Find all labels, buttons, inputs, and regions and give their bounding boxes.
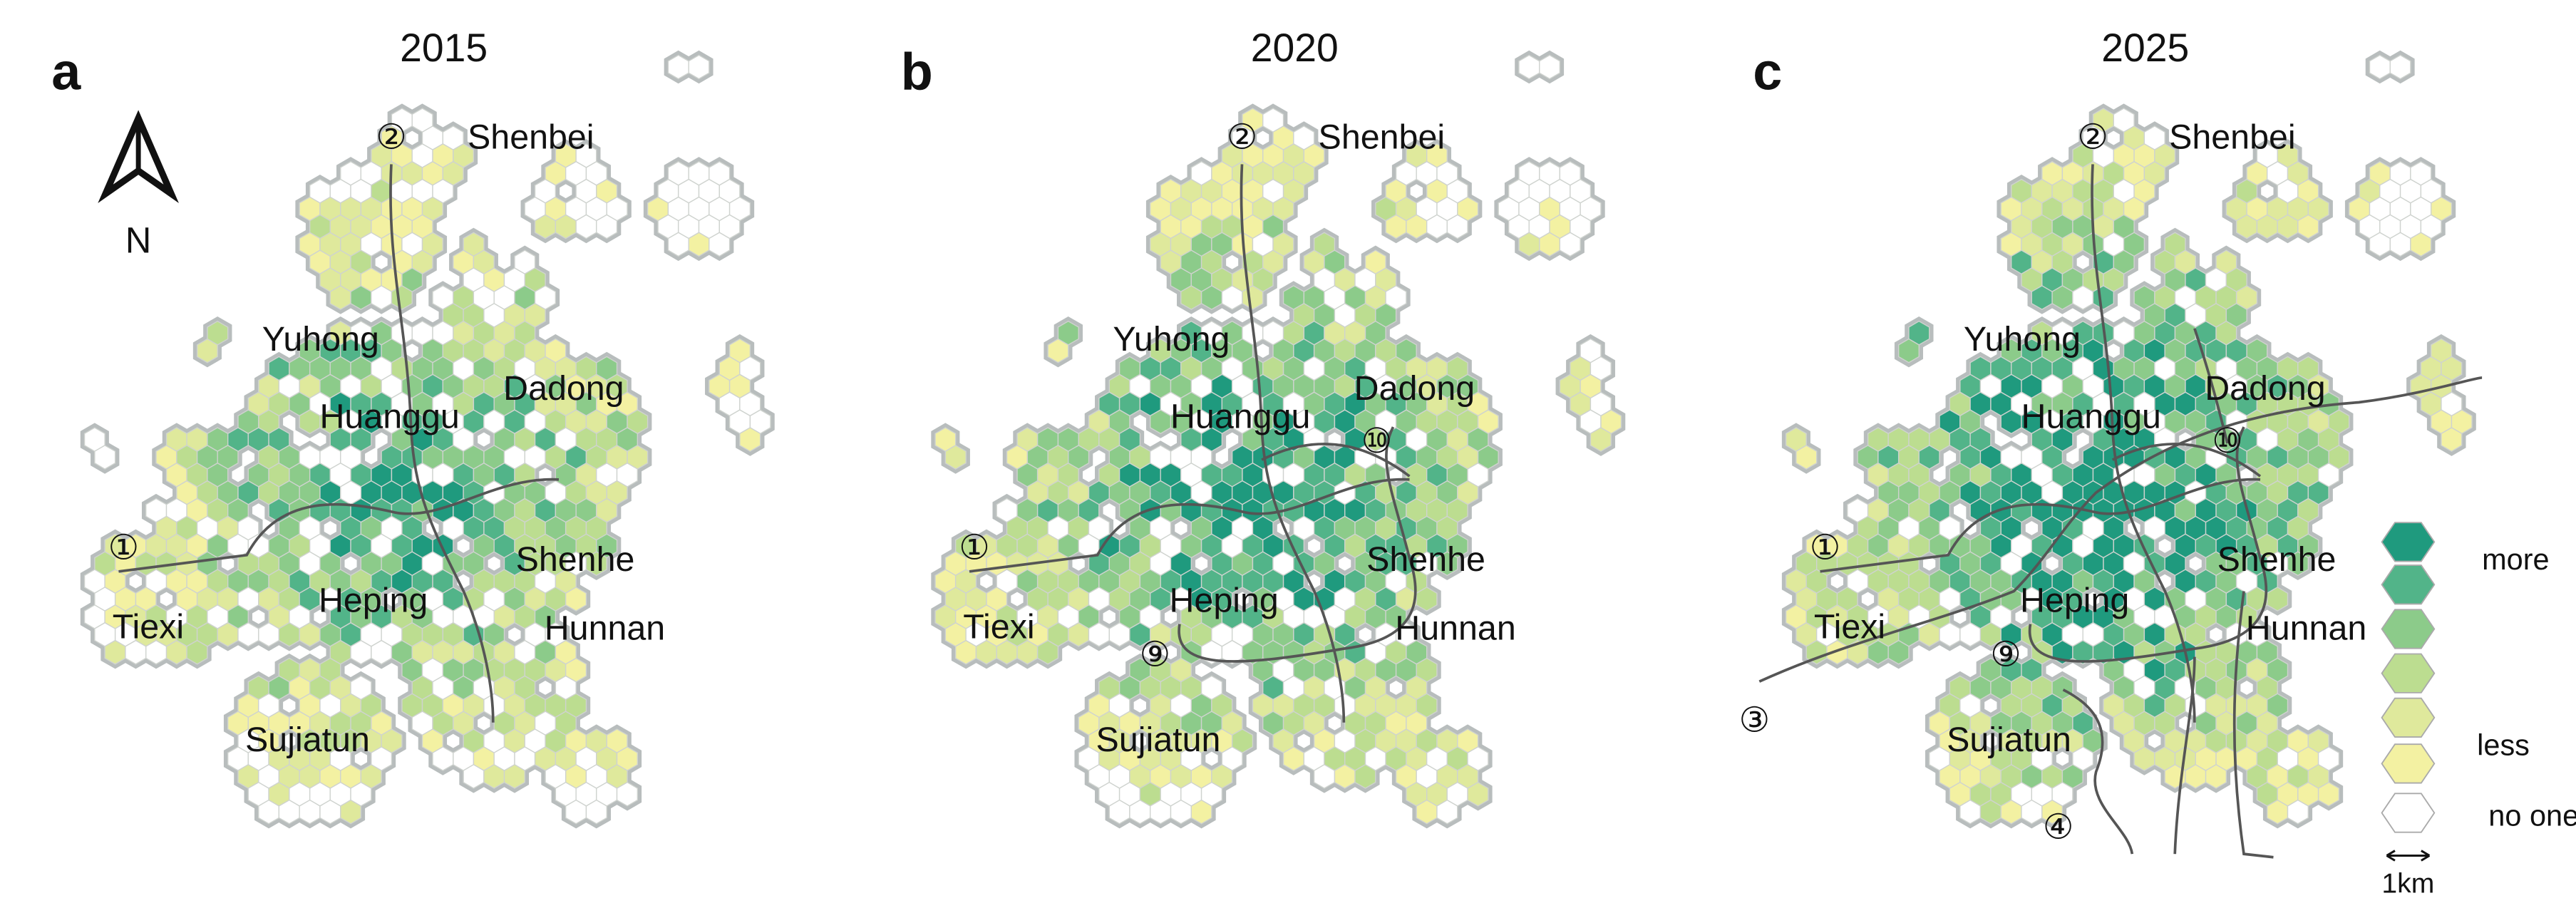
place-label: Huanggu (2021, 397, 2161, 435)
place-label: ⑩ (2212, 422, 2242, 460)
place-label: ② (1227, 118, 1257, 157)
legend-swatch (2381, 609, 2436, 649)
hex-cell (196, 338, 218, 363)
panel-letter: a (51, 41, 81, 100)
place-label: Tiexi (113, 607, 184, 646)
place-label: Tiexi (963, 607, 1034, 646)
legend-swatch (2381, 653, 2436, 693)
hex-cell (739, 427, 761, 452)
hex-cell (596, 214, 618, 239)
place-label: ① (108, 529, 139, 567)
hex-cell (616, 781, 639, 807)
hex-cell (340, 799, 362, 825)
legend-label: more (2482, 542, 2549, 576)
place-label: Shenbei (1319, 118, 1446, 157)
place-label: ⑨ (1140, 635, 1170, 674)
place-label: Shenbei (468, 118, 594, 157)
legend-swatch (2381, 743, 2436, 784)
place-label: ③ (1739, 701, 1770, 740)
legend-label: no one (2488, 798, 2576, 832)
place-label: Shenbei (2169, 118, 2296, 157)
place-label: ⑨ (1990, 635, 2021, 674)
place-label: Sujiatun (1096, 721, 1221, 759)
hex-maps (80, 50, 2476, 829)
place-label: Dadong (2205, 369, 2325, 408)
place-label: Heping (2020, 581, 2129, 619)
hex-cell (565, 587, 587, 612)
place-label: Huanggu (1170, 397, 1310, 435)
legend-swatch (2381, 564, 2436, 605)
legend-swatch (2381, 522, 2436, 562)
legend-label: less (2477, 728, 2530, 761)
place-label: Dadong (503, 369, 624, 408)
place-label: Shenhe (516, 540, 635, 579)
north-arrow: N (98, 110, 179, 260)
hex-cell (585, 551, 607, 577)
hex-cell (688, 54, 710, 80)
place-label: Sujiatun (245, 721, 370, 759)
place-label: Hunnan (1395, 609, 1515, 648)
place-label: Yuhong (1113, 320, 1230, 359)
place-label: Shenhe (1366, 540, 1485, 579)
legend: more less no one 1km (2381, 522, 2576, 899)
place-label: Hunnan (545, 609, 665, 648)
place-label: ② (2077, 118, 2108, 157)
legend-swatch (2381, 697, 2436, 738)
place-label: Heping (319, 581, 428, 619)
place-label: ④ (2043, 808, 2073, 846)
panel-letter: c (1753, 41, 1782, 100)
hex-cell (186, 639, 208, 665)
place-label: Huanggu (319, 397, 459, 435)
place-label: Yuhong (1964, 320, 2081, 359)
hex-cell (94, 445, 116, 470)
panel-year: 2015 (400, 26, 488, 70)
place-label: Shenhe (2217, 540, 2337, 579)
hex-cell (585, 799, 607, 825)
compass-label: N (125, 220, 152, 260)
place-label: Hunnan (2246, 609, 2366, 648)
place-label: ② (376, 118, 406, 157)
place-label: Sujiatun (1947, 721, 2071, 759)
place-label: ① (1810, 529, 1840, 567)
place-label: Yuhong (262, 320, 379, 359)
panel-letter: b (901, 41, 933, 100)
panel-year: 2025 (2101, 26, 2189, 70)
place-label: Dadong (1354, 369, 1475, 408)
scale-bar (2386, 850, 2431, 862)
scale-label: 1km (2381, 868, 2434, 899)
hex-cell (709, 232, 731, 257)
place-label: ⑩ (1361, 422, 1392, 460)
place-label: Tiexi (1814, 607, 1885, 646)
place-label: Heping (1169, 581, 1278, 619)
hex-cells (83, 54, 771, 825)
hex-cell (503, 763, 525, 789)
legend-swatch (2381, 793, 2436, 833)
panel-year: 2020 (1251, 26, 1339, 70)
place-label: ① (959, 529, 989, 567)
